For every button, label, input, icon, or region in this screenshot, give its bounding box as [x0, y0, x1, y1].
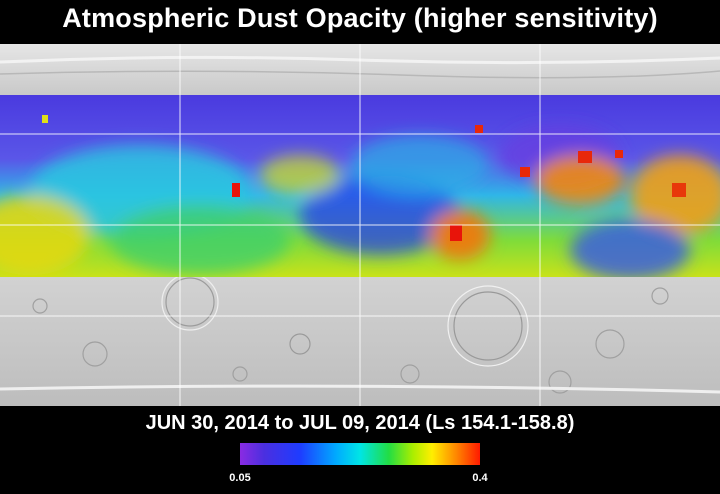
colorbar-max-label: 0.4: [472, 472, 488, 484]
colorbar-min-label: 0.05: [229, 472, 251, 484]
map-title: Atmospheric Dust Opacity (higher sensiti…: [62, 3, 658, 33]
colorbar: [240, 443, 480, 465]
dust-opacity-overlay: [0, 95, 720, 277]
mars-map: [0, 44, 720, 406]
date-range-label: JUN 30, 2014 to JUL 09, 2014 (Ls 154.1-1…: [145, 412, 575, 434]
